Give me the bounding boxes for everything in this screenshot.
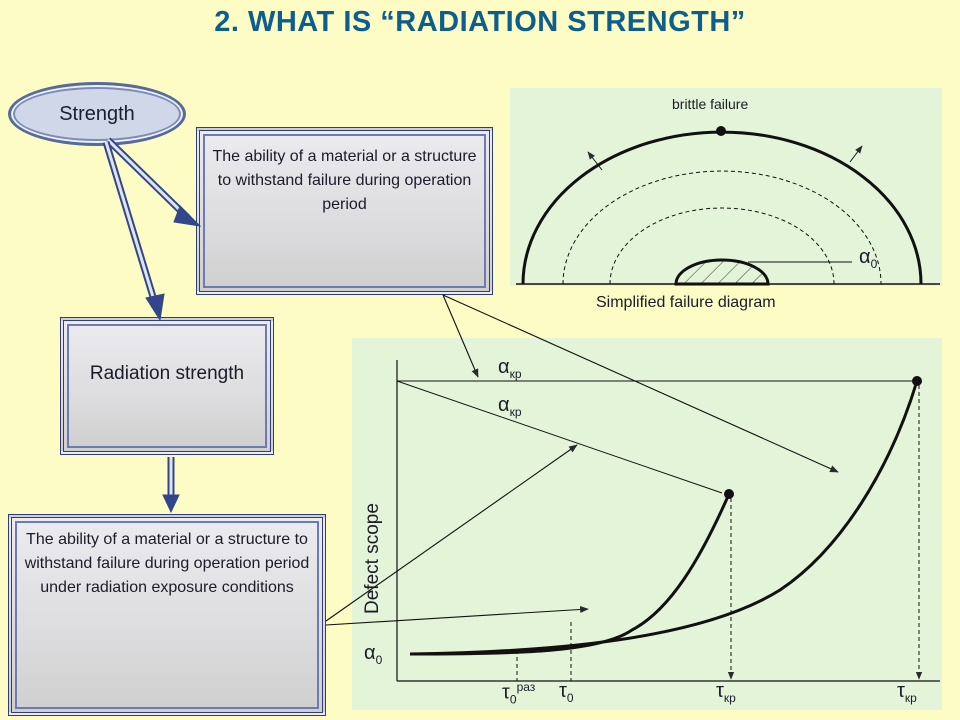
defect-chart	[396, 360, 940, 682]
link-def-to-curve	[442, 294, 839, 473]
alpha-kr-upper-label: αкр	[498, 356, 522, 381]
failure-diagram	[516, 126, 940, 286]
failure-diagram-caption: Simplified failure diagram	[596, 294, 776, 311]
curve-unirradiated-end	[912, 376, 922, 386]
tick-taukr-2: τкр	[897, 680, 917, 705]
radiation-definition-box: The ability of a material or a structure…	[8, 514, 326, 716]
link-rad-to-curve	[325, 444, 578, 622]
failure-dashed-arc-2	[609, 207, 835, 285]
failure-diagram-panel	[510, 88, 942, 286]
failure-dashed-arc-1	[562, 170, 882, 285]
y-axis-label: Defect scope	[362, 503, 383, 614]
brittle-failure-label: brittle failure	[672, 96, 749, 112]
strength-label: Strength	[59, 102, 135, 125]
strength-to-radiation-arrow	[102, 140, 165, 322]
tick-tau0-raz: τ0раз	[502, 680, 536, 707]
definition-box: The ability of a material or a structure…	[196, 127, 493, 295]
curve-unirradiated	[409, 380, 919, 656]
tick-taukr-1: τкр	[716, 680, 736, 705]
curve-irradiated-end	[724, 489, 734, 499]
defect-chart-panel	[352, 338, 942, 710]
alpha0-axis-label: α0	[364, 642, 383, 667]
alpha-kr-lower-label: αкр	[498, 394, 522, 419]
strength-oval: Strength	[8, 82, 186, 146]
link-rad-to-tau0	[325, 605, 589, 626]
radiation-to-definition-arrow	[162, 457, 180, 514]
tick-tau0: τ0	[559, 680, 574, 705]
linking-arrows	[325, 294, 839, 626]
defect-hatched-area	[674, 258, 770, 286]
alpha0-label: α0	[859, 246, 878, 271]
page-title: 2. WHAT IS “RADIATION STRENGTH”	[214, 6, 746, 38]
strength-to-definition-arrow	[105, 137, 202, 227]
failure-arrow-left	[587, 151, 603, 171]
curve-irradiated	[409, 493, 731, 656]
link-def-to-alpha-kr	[442, 294, 479, 378]
brittle-failure-point	[716, 126, 726, 136]
alpha-kr-lower-line	[396, 380, 723, 494]
radiation-strength-box: Radiation strength	[60, 317, 274, 455]
failure-arrow-right	[849, 145, 863, 163]
